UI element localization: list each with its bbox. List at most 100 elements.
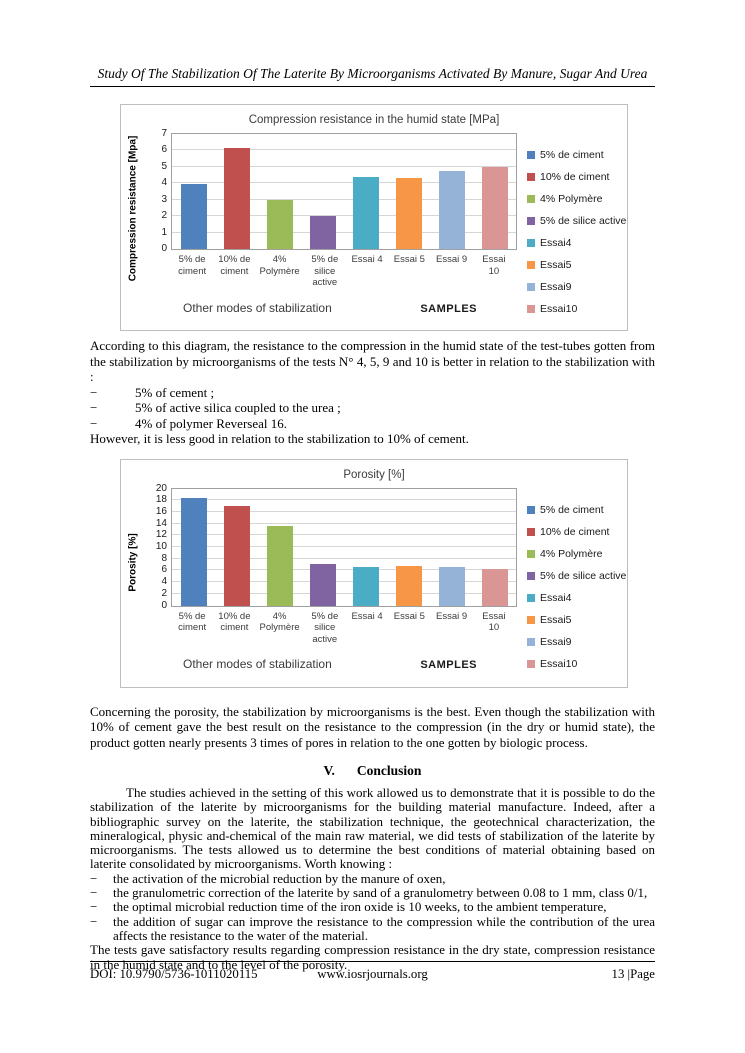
- bar-5-de-silice-active: [309, 216, 336, 249]
- legend-label: Essai10: [540, 303, 578, 315]
- list-item-text: the granulometric correction of the late…: [113, 885, 648, 901]
- bar-essai-10: [481, 166, 508, 249]
- legend-swatch-icon: [527, 571, 535, 580]
- dash-bullet: −: [90, 384, 98, 400]
- y-tick-label: 6: [161, 144, 167, 156]
- page-footer: DOI: 10.9790/5736-1011020115 www.iosrjou…: [90, 961, 655, 982]
- legend-swatch-icon: [527, 305, 535, 313]
- porosity-chart: Porosity [%] Porosity [%] 0 2 4 6 8 10 12 14 16 1…: [120, 458, 628, 688]
- legend-label: Essai9: [540, 281, 572, 293]
- y-tick-label: 0: [161, 599, 167, 611]
- legend-label: 10% de ciment: [540, 525, 610, 538]
- x-tick-label: 10% de ciment: [218, 610, 251, 634]
- xlabel-samples: SAMPLES: [420, 659, 477, 671]
- gridline: [172, 215, 516, 217]
- legend-label: Essai10: [540, 657, 578, 670]
- legend-swatch-icon: [527, 195, 535, 203]
- bar-essai-10: [481, 569, 508, 606]
- x-tick-label: Essai 5: [393, 254, 425, 265]
- axis-annotations: Other modes of stabilization SAMPLES: [171, 301, 515, 315]
- legend-swatch-icon: [527, 151, 535, 159]
- x-category-labels: 5% de ciment 10% de ciment 4% Polymère 5% d…: [171, 254, 515, 289]
- legend-item: 4% Polymère: [527, 548, 626, 560]
- list-item-text: the optimal microbial reduction time of …: [113, 899, 607, 915]
- gridline: [172, 182, 516, 184]
- gridline: [172, 499, 516, 501]
- y-tick-label: 0: [161, 243, 167, 254]
- legend-item: Essai4: [527, 237, 626, 249]
- chart-title: Porosity [%]: [343, 468, 405, 481]
- gridline: [172, 534, 516, 536]
- y-tick-label: 5: [161, 160, 167, 172]
- y-tick-label: 14: [155, 517, 167, 529]
- x-tick-label: Essai 4: [351, 254, 383, 265]
- bar-slot: [258, 134, 301, 249]
- legend-swatch-icon: [527, 593, 535, 602]
- gridline: [172, 149, 516, 151]
- x-tick-label: 4% Polymère: [259, 610, 300, 634]
- bar-4-polym-re: [266, 525, 293, 606]
- x-tick-label: Essai 10: [482, 254, 506, 277]
- list-item-text: the activation of the microbial reductio…: [113, 870, 446, 886]
- x-tick-label: Essai 4: [351, 610, 383, 622]
- bar-slot: [430, 134, 473, 249]
- list-item: − 5% of cement ;: [90, 385, 655, 401]
- legend-item: Essai10: [527, 658, 626, 670]
- dash-bullet: −: [90, 400, 98, 415]
- plot-area: 0 1 2 3 4 5 6 7: [161, 129, 517, 254]
- bar-slot: [473, 134, 516, 249]
- x-tick-label: Essai 9: [436, 254, 468, 265]
- bar-5-de-ciment: [180, 184, 207, 249]
- bar-slot: [215, 489, 258, 606]
- bar-slot: [258, 489, 301, 606]
- bar-10-de-ciment: [223, 147, 250, 249]
- gridline: [172, 592, 516, 594]
- gridline: [172, 198, 516, 200]
- x-tick-label: 10% de ciment: [218, 254, 251, 277]
- footer-doi: DOI: 10.9790/5736-1011020115: [90, 967, 258, 981]
- x-tick-label: 5% de silice active: [311, 610, 339, 645]
- bars: [172, 489, 516, 606]
- chart-title: Compression resistance in the humid stat…: [248, 114, 500, 126]
- bar-essai-5: [395, 177, 422, 249]
- legend-item: Essai5: [527, 614, 626, 626]
- bar-5-de-ciment: [180, 497, 207, 606]
- dash-bullet: −: [90, 913, 98, 929]
- legend-swatch-icon: [527, 505, 535, 514]
- plot-column: 0 1 2 3 4 5 6 7 5% de ciment 10% de ciment 4% Pol…: [145, 129, 517, 315]
- list-item-text: 4% of polymer Reverseal 16.: [135, 415, 287, 431]
- y-tick-label: 10: [155, 541, 167, 552]
- legend-swatch-icon: [527, 239, 535, 247]
- bar-4-polym-re: [266, 199, 293, 249]
- bar-essai-9: [438, 170, 465, 249]
- axis-annotations: Other modes of stabilization SAMPLES: [171, 657, 515, 671]
- bar-slot: [301, 134, 344, 249]
- bar-essai-4: [352, 176, 379, 249]
- legend-item: Essai5: [527, 259, 626, 271]
- legend-swatch-icon: [527, 283, 535, 291]
- list-item: − the granulometric correction of the la…: [90, 885, 655, 901]
- list-item: − 5% of active silica coupled to the ure…: [90, 400, 655, 416]
- legend-label: Essai5: [540, 259, 572, 271]
- legend-label: 5% de ciment: [540, 503, 604, 516]
- gridline: [172, 581, 516, 583]
- y-axis-label: Compression resistance [Mpa]: [127, 135, 139, 281]
- x-tick-label: Essai 10: [482, 610, 506, 634]
- y-tick-label: 18: [155, 494, 167, 506]
- x-tick-label: 5% de ciment: [178, 254, 207, 277]
- gridline: [172, 522, 516, 524]
- legend-label: Essai4: [540, 237, 572, 249]
- y-tick-label: 16: [155, 505, 167, 517]
- list-item-text: 5% of cement ;: [135, 384, 215, 400]
- page-content: Study Of The Stabilization Of The Lateri…: [90, 0, 655, 972]
- x-tick-label: Essai 5: [393, 610, 425, 622]
- bar-slot: [387, 134, 430, 249]
- bars: [172, 134, 516, 249]
- bar-slot: [387, 489, 430, 606]
- legend-item: Essai4: [527, 592, 626, 604]
- xlabel-other-modes: Other modes of stabilization: [183, 300, 332, 315]
- bar-5-de-silice-active: [309, 563, 336, 606]
- bar-slot: [172, 134, 215, 249]
- plot-area: 0 2 4 6 8 10 12 14 16 18 20: [156, 483, 517, 610]
- paragraph-conclusion: The studies achieved in the setting of t…: [90, 785, 655, 872]
